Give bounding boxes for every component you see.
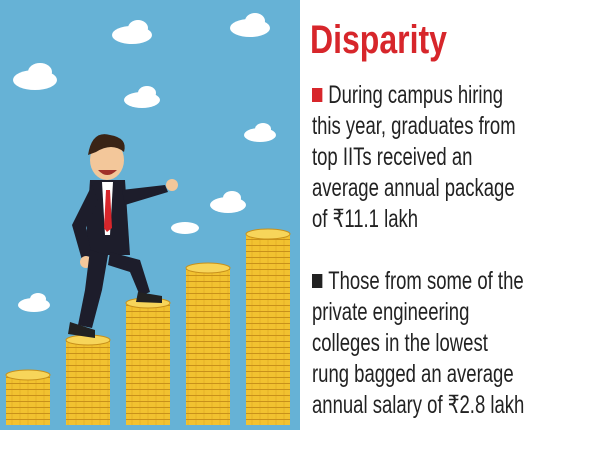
text: Those from some of the	[328, 267, 524, 295]
text-line: During campus hiring	[312, 80, 516, 111]
text: of ₹11.1 lakh	[312, 205, 419, 233]
bullet-point: During campus hiring this year, graduates…	[312, 80, 587, 235]
text: private engineering	[312, 298, 470, 326]
coin-stacks	[5, 228, 291, 425]
text-line: Those from some of the	[312, 266, 524, 297]
text: top IITs received an	[312, 143, 473, 171]
text-line: of ₹11.1 lakh	[312, 204, 516, 235]
text: colleges in the lowest	[312, 329, 488, 357]
bullet-marker	[312, 88, 323, 102]
text-line: average annual package	[312, 173, 516, 204]
text-line: colleges in the lowest	[312, 328, 524, 359]
text-line: rung bagged an average	[312, 359, 524, 390]
clouds	[13, 13, 276, 312]
bullet-marker	[312, 274, 323, 288]
title: Disparity	[310, 18, 447, 62]
text: During campus hiring	[328, 81, 504, 109]
text-line: this year, graduates from	[312, 111, 516, 142]
text: annual salary of ₹2.8 lakh	[312, 391, 525, 419]
text-line: annual salary of ₹2.8 lakh	[312, 390, 524, 421]
businessman	[68, 134, 178, 338]
bullet-point: Those from some of the private engineerin…	[312, 266, 599, 421]
text-line: private engineering	[312, 297, 524, 328]
illustration	[0, 0, 300, 430]
text: average annual package	[312, 174, 515, 202]
text: this year, graduates from	[312, 112, 516, 140]
text-line: top IITs received an	[312, 142, 516, 173]
text: rung bagged an average	[312, 360, 514, 388]
